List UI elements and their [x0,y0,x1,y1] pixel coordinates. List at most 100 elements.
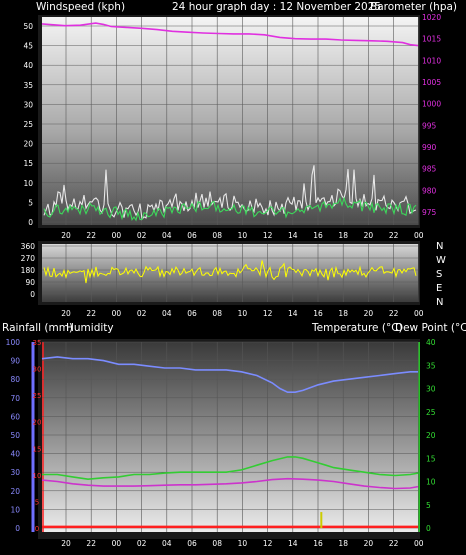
x-tick-label: 18 [338,309,348,318]
x-tick-label: 02 [137,309,147,318]
x-tick-label: 22 [389,231,399,240]
x-tick-label: 20 [61,231,71,240]
x-tick-label: 20 [61,539,71,548]
compass-label: N [436,297,443,308]
direction-tick-label: 0 [30,290,35,299]
x-tick-label: 02 [137,539,147,548]
wind-plot-area [42,17,418,225]
x-tick-label: 12 [263,309,273,318]
direction-tick-label: 90 [25,278,35,287]
barometer-tick-label: 990 [422,143,437,152]
temperature-tick-label: 20 [426,431,436,440]
barometer-tick-label: 1005 [422,78,441,87]
x-tick-label: 10 [238,539,248,548]
temp-x-ticks: 20 22 00 02 04 06 08 10 12 14 16 18 20 22 00 [61,539,424,548]
humidity-tick-label: 20 [10,487,20,496]
temperature-tick-label: 40 [426,338,436,347]
direction-tick-label: 180 [21,266,36,275]
wind-tick-label: 15 [23,159,33,168]
x-tick-label: 04 [162,231,172,240]
dew_point-line [41,477,419,490]
x-tick-label: 14 [288,539,298,548]
x-tick-label: 00 [414,231,424,240]
humidity-tick-label: 60 [10,412,20,421]
x-tick-label: 00 [112,539,122,548]
direction-x-ticks: 20 22 00 02 04 06 08 10 12 14 16 18 20 22 00 [61,309,424,318]
graph-date-title: 24 hour graph day : 12 November 2025 [172,1,381,13]
barometer-right-ticks: 975 980 985 990 995 1000 1005 1010 1015 1020 [422,13,441,217]
wind-series [41,22,419,222]
direction-tick-label: 360 [21,242,36,251]
humidity-axis-title: Humidity [66,322,114,334]
x-tick-label: 20 [61,309,71,318]
rain-tick-label: 5 [35,498,39,506]
humidity-tick-label: 80 [10,375,20,384]
x-tick-label: 00 [414,309,424,318]
x-tick-label: 22 [389,309,399,318]
direction-left-ticks: 0 90 180 270 360 [21,242,36,299]
rain-tick-label: 20 [33,419,42,427]
wind-tick-label: 10 [23,179,33,188]
x-tick-label: 06 [187,231,197,240]
wind-tick-label: 30 [23,100,33,109]
x-tick-label: 06 [187,539,197,548]
x-tick-label: 08 [212,231,222,240]
barometer-tick-label: 1000 [422,100,441,109]
x-tick-label: 18 [338,231,348,240]
dewpoint-axis-title: Dew Point (°C) [395,322,466,334]
temperature-tick-label: 25 [426,408,436,417]
barometer-tick-label: 975 [422,208,437,217]
x-tick-label: 22 [86,309,96,318]
wind-tick-label: 25 [23,120,33,129]
barometer-tick-label: 1010 [422,56,441,65]
humidity-ticks: 0 10 20 30 40 50 60 70 80 90 100 [6,338,21,533]
x-tick-label: 00 [112,309,122,318]
x-tick-label: 08 [212,539,222,548]
rain-tick-label: 35 [33,339,42,347]
x-tick-label: 08 [212,309,222,318]
wind-tick-label: 0 [28,218,33,227]
temperature-tick-label: 0 [426,524,431,533]
barometer-tick-label: 995 [422,121,437,130]
humidity-tick-label: 0 [15,524,20,533]
x-tick-label: 12 [263,539,273,548]
x-tick-label: 10 [238,231,248,240]
wind-tick-label: 5 [28,198,33,207]
rain-tick-label: 25 [33,392,42,400]
x-tick-label: 22 [86,231,96,240]
direction-series [43,260,417,284]
x-tick-label: 22 [389,539,399,548]
rain-tick-label: 15 [33,445,42,453]
wind-tick-label: 40 [23,61,33,70]
x-tick-label: 20 [364,309,374,318]
humidity-tick-label: 50 [10,431,20,440]
x-tick-label: 16 [313,231,323,240]
barometer-line [41,22,419,47]
direction-tick-label: 270 [21,254,36,263]
humidity-tick-label: 100 [6,338,21,347]
temperature-tick-label: 35 [426,361,436,370]
compass-label: N [436,241,443,252]
temperature-axis-title: Temperature (°C) [311,322,403,334]
wind-left-ticks: 0 5 10 15 20 25 30 35 40 45 50 [23,22,33,227]
humidity-tick-label: 10 [10,505,20,514]
rain-rate-bar [320,512,323,528]
barometer-axis-title: Barometer (hpa) [370,1,457,13]
humidity-tick-label: 70 [10,394,20,403]
temperature-ticks: 0 5 10 15 20 25 30 35 40 [426,338,436,533]
x-tick-label: 00 [112,231,122,240]
x-tick-label: 04 [162,309,172,318]
humidity-tick-label: 40 [10,450,20,459]
compass-label: S [436,269,442,280]
wind-tick-label: 35 [23,81,33,90]
direction-line [43,260,417,284]
rain-tick-label: 10 [33,472,42,480]
x-tick-label: 04 [162,539,172,548]
x-tick-label: 10 [238,309,248,318]
x-tick-label: 12 [263,231,273,240]
rain-ticks: 0 5 10 15 20 25 30 35 [33,339,42,533]
wind-speed-line [43,196,417,222]
barometer-tick-label: 1020 [422,13,441,22]
barometer-tick-label: 1015 [422,35,441,44]
temp-plot-area [42,342,418,532]
